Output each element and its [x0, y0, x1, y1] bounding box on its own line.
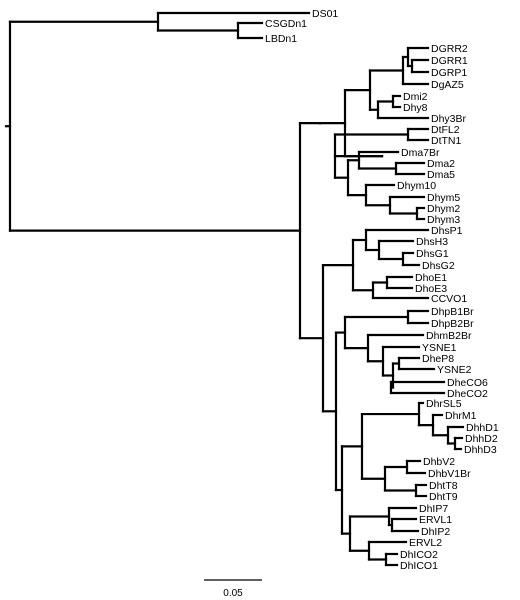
scale-bar-label: 0.05 [223, 588, 243, 599]
leaf-label: DhmB2Br [426, 330, 472, 342]
leaf-label: DhtT8 [429, 480, 458, 492]
leaf-label: Dhym3 [427, 214, 460, 226]
leaf-label: DS01 [312, 8, 338, 20]
leaf-label: YSNE2 [437, 364, 472, 376]
leaf-label: CSGDn1 [265, 18, 307, 30]
leaf-label: DhICO1 [400, 560, 438, 572]
leaf-label: DheCO2 [447, 388, 488, 400]
leaf-label: ERVL2 [409, 537, 442, 549]
leaf-label: Dhym2 [427, 203, 460, 215]
leaf-label: DhhD3 [464, 444, 497, 456]
scale-bar: 0.05 [204, 579, 262, 599]
leaf-label: DhpB2Br [431, 318, 474, 330]
leaf-label: DGRR1 [431, 55, 468, 67]
leaf-label: DhhD2 [465, 433, 498, 445]
leaf-label: Dmi2 [403, 91, 428, 103]
leaf-label: DtFL2 [431, 124, 460, 136]
leaf-label: Dhy8 [403, 102, 428, 114]
tree-branches [4, 11, 465, 567]
leaf-label: DhoE3 [415, 283, 447, 295]
leaf-label: YSNE1 [422, 342, 457, 354]
leaf-label: Dma7Br [401, 147, 440, 159]
leaf-label: DhpB1Br [431, 306, 474, 318]
leaf-label: DGRR2 [431, 43, 468, 55]
leaf-label: DGRP1 [431, 67, 467, 79]
leaf-label: DhtT9 [429, 491, 458, 503]
leaf-label: LBDn1 [265, 33, 297, 45]
leaf-label: DgAZ5 [431, 79, 464, 91]
leaf-label: DhrM1 [445, 410, 477, 422]
leaf-label: Dhym10 [397, 180, 436, 192]
leaf-label: DheP8 [422, 353, 454, 365]
leaf-label: DhhD1 [466, 422, 499, 434]
leaf-label: DhICO2 [400, 549, 438, 561]
leaf-label: CCVO1 [431, 293, 467, 305]
leaf-label: DhoE1 [415, 272, 447, 284]
leaf-label: Dma2 [427, 158, 455, 170]
leaf-label: DhsG2 [422, 260, 455, 272]
leaf-label: DheCO6 [447, 377, 488, 389]
leaf-label: DhbV1Br [428, 468, 471, 480]
leaf-label: Dhym5 [427, 192, 460, 204]
leaf-label: DtTN1 [431, 135, 461, 147]
leaf-label: DhsG1 [416, 248, 449, 260]
leaf-label: DhsP1 [431, 225, 463, 237]
leaf-label: ERVL1 [419, 514, 452, 526]
leaf-label: DhsH3 [416, 236, 448, 248]
leaf-label: DhIP2 [421, 526, 450, 538]
leaf-label: DhbV2 [423, 456, 455, 468]
leaf-label: DhIP7 [419, 503, 448, 515]
leaf-label: DhrSL5 [426, 398, 462, 410]
leaf-labels: DS01CSGDn1LBDn1DGRR2DGRR1DGRP1DgAZ5Dmi2D… [265, 8, 499, 572]
leaf-label: Dma5 [427, 169, 455, 181]
leaf-label: Dhy3Br [431, 113, 467, 125]
